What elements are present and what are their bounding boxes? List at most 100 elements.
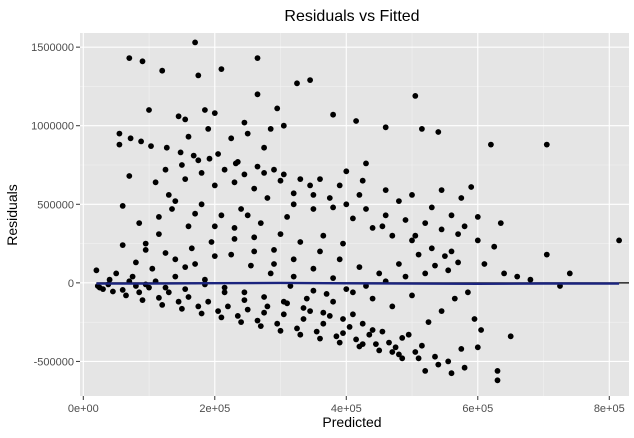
data-point bbox=[231, 225, 238, 231]
data-point bbox=[231, 179, 238, 186]
data-point bbox=[261, 294, 267, 300]
data-point bbox=[290, 190, 297, 197]
data-point bbox=[415, 251, 422, 258]
y-tick-label: 1000000 bbox=[31, 121, 74, 133]
data-point bbox=[221, 166, 228, 173]
data-point bbox=[192, 261, 199, 267]
data-point bbox=[448, 248, 455, 255]
data-point bbox=[340, 316, 346, 322]
data-point bbox=[356, 264, 363, 270]
data-point bbox=[402, 217, 409, 223]
data-point bbox=[326, 195, 333, 201]
data-point bbox=[389, 349, 396, 355]
data-point bbox=[363, 160, 369, 167]
data-point bbox=[616, 237, 622, 244]
data-point bbox=[148, 143, 154, 150]
data-point bbox=[366, 331, 373, 338]
data-point bbox=[346, 324, 353, 330]
data-point bbox=[205, 298, 212, 305]
data-point bbox=[448, 212, 455, 219]
data-point bbox=[432, 353, 438, 360]
data-point bbox=[175, 113, 182, 120]
data-point bbox=[127, 135, 134, 142]
data-point bbox=[182, 264, 189, 270]
data-point bbox=[156, 214, 162, 220]
plot-panel bbox=[80, 33, 629, 396]
data-point bbox=[465, 289, 471, 296]
data-point bbox=[527, 276, 534, 283]
data-point bbox=[251, 185, 258, 192]
x-tick-label: 0e+00 bbox=[68, 403, 99, 415]
data-point bbox=[100, 286, 106, 292]
data-point bbox=[415, 355, 422, 362]
data-point bbox=[139, 297, 146, 303]
data-point bbox=[238, 206, 245, 212]
data-point bbox=[264, 303, 271, 310]
data-point bbox=[409, 237, 415, 244]
data-point bbox=[116, 130, 123, 137]
data-point bbox=[363, 206, 369, 212]
x-tick-label: 4e+05 bbox=[331, 403, 362, 415]
data-point bbox=[340, 330, 346, 336]
data-point bbox=[93, 267, 100, 274]
data-point bbox=[488, 141, 494, 148]
data-point bbox=[231, 236, 238, 242]
data-point bbox=[350, 311, 356, 318]
data-point bbox=[185, 133, 192, 140]
data-point bbox=[307, 182, 313, 189]
data-point bbox=[251, 248, 258, 255]
data-point bbox=[409, 292, 415, 299]
data-point bbox=[241, 119, 248, 126]
data-point bbox=[353, 118, 359, 124]
data-point bbox=[110, 288, 116, 295]
y-tick-label: 1500000 bbox=[31, 42, 74, 54]
data-point bbox=[373, 341, 379, 347]
data-point bbox=[202, 107, 208, 113]
data-point bbox=[218, 314, 225, 321]
data-point bbox=[317, 248, 323, 255]
data-point bbox=[376, 347, 383, 354]
data-point bbox=[179, 162, 185, 168]
data-point bbox=[244, 306, 251, 313]
data-point bbox=[310, 206, 317, 212]
data-point bbox=[382, 212, 389, 219]
data-point bbox=[461, 364, 468, 371]
data-point bbox=[343, 168, 350, 175]
data-point bbox=[284, 214, 290, 220]
data-point bbox=[188, 245, 195, 252]
data-point bbox=[126, 55, 133, 61]
data-point bbox=[206, 155, 213, 162]
data-point bbox=[221, 289, 228, 296]
data-point bbox=[353, 336, 359, 343]
data-point bbox=[428, 245, 435, 252]
data-point bbox=[359, 320, 366, 327]
data-point bbox=[297, 239, 304, 245]
data-point bbox=[138, 138, 145, 145]
data-point bbox=[455, 231, 461, 238]
data-point bbox=[254, 91, 261, 98]
data-point bbox=[215, 151, 222, 157]
x-tick-label: 6e+05 bbox=[462, 403, 493, 415]
data-point bbox=[192, 39, 199, 46]
data-point bbox=[435, 361, 442, 368]
data-point bbox=[169, 206, 175, 212]
data-point bbox=[267, 270, 274, 277]
data-point bbox=[369, 295, 376, 302]
data-point bbox=[389, 232, 396, 239]
data-point bbox=[274, 320, 281, 327]
data-point bbox=[202, 276, 208, 283]
data-point bbox=[438, 187, 445, 194]
data-point bbox=[221, 284, 228, 291]
data-point bbox=[277, 231, 284, 238]
data-point bbox=[307, 308, 313, 314]
data-point bbox=[185, 294, 192, 300]
data-point bbox=[297, 331, 304, 338]
data-point bbox=[277, 327, 284, 334]
data-point bbox=[211, 182, 218, 189]
data-point bbox=[215, 308, 222, 314]
y-axis-label: Residuals bbox=[4, 184, 20, 245]
data-point bbox=[254, 317, 261, 324]
data-point bbox=[396, 351, 402, 358]
data-point bbox=[162, 250, 169, 256]
